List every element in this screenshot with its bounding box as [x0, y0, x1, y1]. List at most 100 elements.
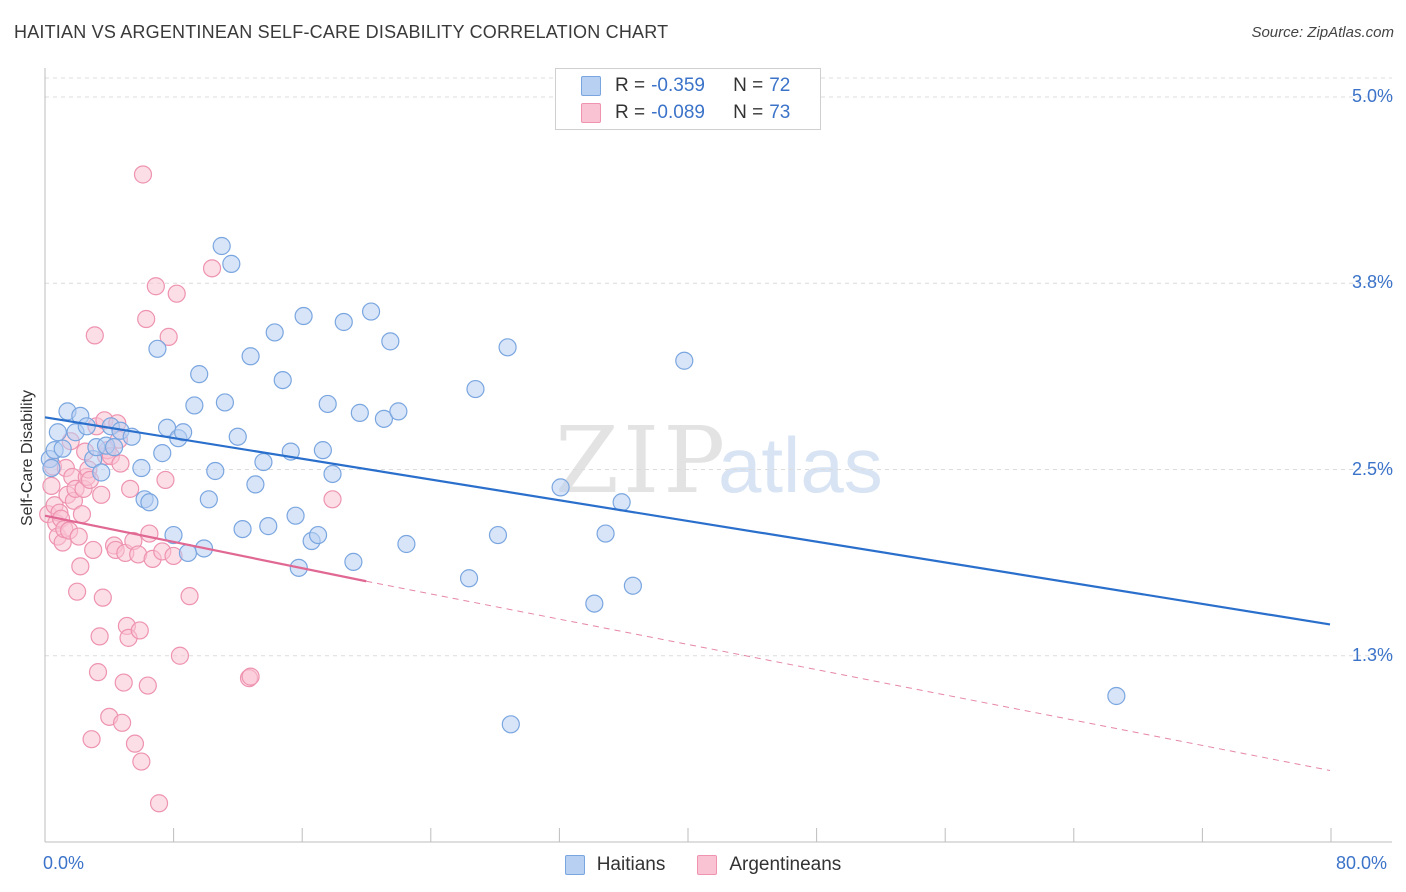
argentineans-n-value: 73 — [769, 102, 791, 123]
series-legend: Haitians Argentineans — [0, 852, 1406, 878]
legend-item-haitians[interactable]: Haitians — [564, 854, 666, 876]
haitians-point — [174, 423, 193, 442]
argentineans-point — [84, 540, 103, 560]
argentineans-point — [133, 165, 153, 184]
x-tick-label-max: 80.0% — [1336, 853, 1388, 873]
watermark-atlas: atlas — [718, 421, 883, 509]
argentineans-point — [92, 485, 111, 504]
haitians-point — [374, 409, 394, 428]
haitians-point — [104, 438, 124, 457]
haitians-point — [459, 569, 479, 588]
haitians-point — [1107, 686, 1126, 706]
haitians-point — [623, 576, 642, 595]
argentineans-point — [170, 646, 190, 665]
haitians-point — [153, 444, 172, 463]
haitians-point — [215, 393, 234, 412]
legend-row-argentineans: R = -0.089 N = 73 — [556, 100, 790, 126]
argentineans-point — [121, 479, 140, 498]
y-tick-label: 5.0% — [1351, 86, 1393, 106]
haitians-point — [206, 461, 225, 481]
haitians-point — [334, 312, 353, 332]
argentineans-point — [132, 752, 151, 771]
argentineans-point — [180, 587, 199, 606]
haitians-point — [344, 552, 363, 571]
haitians-points — [40, 236, 1126, 734]
haitians-point — [132, 458, 151, 478]
haitians-point — [228, 427, 247, 446]
y-tick-label: 2.5% — [1351, 458, 1393, 479]
argentineans-point — [159, 327, 178, 346]
haitians-point — [259, 517, 278, 536]
haitians-point — [185, 396, 204, 415]
argentineans-trend-extension — [366, 580, 1331, 771]
haitians-legend-swatch — [564, 855, 585, 875]
argentineans-point — [146, 277, 165, 296]
argentineans-point — [130, 621, 149, 640]
argentineans-legend-label: Argentineans — [729, 854, 842, 875]
haitians-point — [498, 338, 517, 357]
stats-legend: R = -0.359 N = 72 R = -0.089 N = 73 — [555, 68, 821, 130]
argentineans-trend-line — [44, 514, 367, 583]
legend-n-label: N = — [733, 75, 764, 96]
haitians-point — [77, 417, 96, 436]
haitians-point — [212, 236, 231, 256]
haitians-n-value: 72 — [769, 75, 791, 96]
haitians-point — [585, 594, 604, 613]
haitians-point — [397, 534, 416, 554]
haitians-point — [42, 458, 61, 478]
argentineans-r-value: -0.089 — [651, 102, 705, 123]
haitians-point — [241, 347, 260, 366]
argentineans-point — [111, 454, 130, 473]
haitians-point — [318, 394, 337, 414]
haitians-legend-label: Haitians — [596, 854, 666, 875]
argentineans-point — [137, 309, 156, 329]
argentineans-point — [69, 527, 88, 546]
haitians-point — [265, 323, 284, 342]
argentineans-swatch — [581, 103, 601, 123]
haitians-point — [313, 441, 332, 460]
haitians-point — [323, 464, 342, 484]
haitians-point — [286, 506, 305, 525]
y-tick-label: 3.8% — [1351, 272, 1393, 293]
argentineans-point — [138, 676, 157, 695]
haitians-point — [350, 403, 369, 422]
haitians-point — [199, 490, 218, 509]
argentineans-point — [42, 476, 61, 495]
haitians-point — [389, 402, 408, 421]
haitians-point — [551, 478, 570, 497]
argentineans-point — [112, 713, 132, 732]
haitians-point — [233, 519, 252, 539]
haitians-trend-line — [44, 416, 1331, 626]
argentineans-point — [82, 730, 101, 749]
source-credit: Source: ZipAtlas.com — [1251, 24, 1394, 41]
argentineans-point — [323, 490, 342, 509]
argentineans-point — [88, 663, 108, 682]
argentineans-point — [167, 284, 186, 303]
argentineans-point — [72, 505, 92, 524]
argentineans-point — [114, 673, 133, 692]
argentineans-point — [90, 627, 109, 646]
watermark-zip: ZIP — [555, 407, 729, 514]
haitians-point — [148, 339, 167, 358]
legend-item-argentineans[interactable]: Argentineans — [697, 854, 841, 876]
legend-r-label: R = — [615, 102, 646, 123]
haitians-swatch — [581, 76, 601, 96]
argentineans-point — [68, 582, 87, 601]
haitians-point — [190, 365, 209, 384]
argentineans-point — [71, 557, 90, 576]
argentineans-point — [156, 470, 175, 490]
argentineans-legend-swatch — [697, 855, 718, 875]
argentineans-points — [39, 165, 342, 813]
argentineans-point — [85, 326, 104, 345]
haitians-point — [308, 525, 328, 545]
haitians-point — [164, 525, 183, 545]
haitians-point — [381, 332, 400, 351]
haitians-point — [92, 463, 111, 482]
haitians-point — [48, 423, 67, 442]
argentineans-point — [202, 259, 222, 278]
argentineans-point — [241, 667, 260, 686]
haitians-point — [294, 306, 313, 326]
chart-title: HAITIAN VS ARGENTINEAN SELF-CARE DISABIL… — [14, 22, 669, 42]
argentineans-point — [125, 734, 145, 753]
